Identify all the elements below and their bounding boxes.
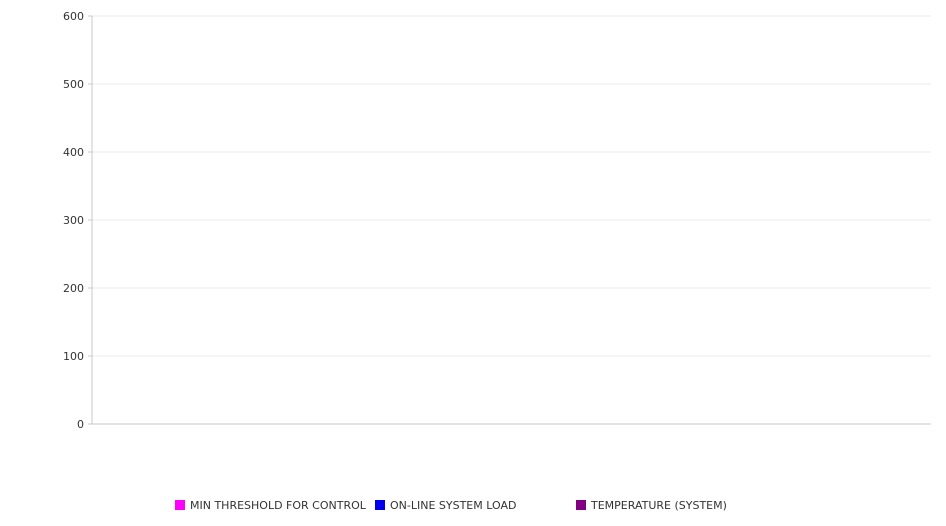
y-tick-labels: 0 100 200 300 400 500 600 [63,10,84,431]
legend-label: TEMPERATURE (SYSTEM) [591,498,727,512]
legend-label: ON-LINE SYSTEM LOAD [390,498,517,512]
legend-item-system-load[interactable]: ON-LINE SYSTEM LOAD [375,497,516,513]
y-tick-label: 400 [63,146,84,159]
y-tick-label: 300 [63,214,84,227]
legend: MIN THRESHOLD FOR CONTROL ON-LINE SYSTEM… [0,497,946,515]
y-tick-label: 0 [77,418,84,431]
y-tick-label: 100 [63,350,84,363]
y-tick-label: 600 [63,10,84,23]
axes [91,16,931,425]
legend-item-temperature[interactable]: TEMPERATURE (SYSTEM) [576,497,727,513]
y-tick-label: 500 [63,78,84,91]
legend-label: MIN THRESHOLD FOR CONTROL [190,498,366,512]
legend-swatch [175,500,185,510]
legend-item-min-threshold[interactable]: MIN THRESHOLD FOR CONTROL [175,497,366,513]
legend-swatch [375,500,385,510]
y-tick-label: 200 [63,282,84,295]
legend-swatch [576,500,586,510]
gridlines [88,15,931,425]
